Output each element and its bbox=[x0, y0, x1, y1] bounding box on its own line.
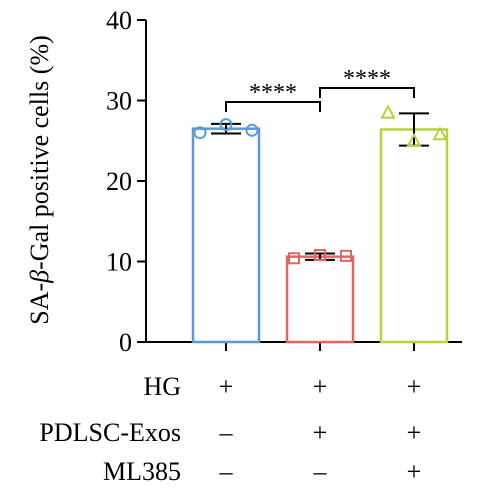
treatment-value: + bbox=[407, 372, 422, 401]
data-point bbox=[340, 249, 352, 262]
data-point bbox=[245, 123, 259, 137]
treatment-value: – bbox=[313, 457, 328, 486]
treatment-row-label: PDLSC-Exos bbox=[39, 418, 181, 447]
y-tick-label: 20 bbox=[106, 167, 132, 196]
significance-bracket bbox=[225, 101, 321, 112]
bar bbox=[285, 255, 355, 344]
treatment-row-label: ML385 bbox=[103, 457, 181, 486]
treatment-value: + bbox=[407, 418, 422, 447]
treatment-value: + bbox=[219, 372, 234, 401]
y-tick-label: 40 bbox=[106, 6, 132, 35]
treatment-value: + bbox=[407, 457, 422, 486]
data-point bbox=[219, 118, 233, 132]
data-point bbox=[288, 252, 300, 265]
y-axis-label-part-1: SA- bbox=[25, 283, 54, 325]
y-tick-label: 10 bbox=[106, 248, 132, 277]
data-point bbox=[432, 126, 448, 141]
y-tick-label: 30 bbox=[106, 87, 132, 116]
treatment-value: + bbox=[313, 418, 328, 447]
y-axis-label-part-2: -Gal positive cells (%) bbox=[25, 35, 54, 270]
data-point bbox=[314, 249, 326, 262]
y-axis-label: SA-β-Gal positive cells (%) bbox=[25, 35, 54, 325]
treatment-row-label: HG bbox=[143, 372, 181, 401]
data-point bbox=[193, 126, 207, 140]
treatment-value: – bbox=[219, 457, 234, 486]
bar bbox=[379, 128, 449, 344]
data-point bbox=[406, 132, 422, 147]
treatment-value: – bbox=[219, 418, 234, 447]
significance-label: **** bbox=[249, 80, 297, 106]
significance-bracket bbox=[319, 87, 415, 98]
y-axis-label-beta: β bbox=[25, 270, 54, 284]
data-point bbox=[380, 104, 396, 119]
treatment-value: + bbox=[313, 372, 328, 401]
significance-label: **** bbox=[343, 66, 391, 92]
y-tick-label: 0 bbox=[119, 328, 132, 357]
bar bbox=[191, 127, 261, 344]
